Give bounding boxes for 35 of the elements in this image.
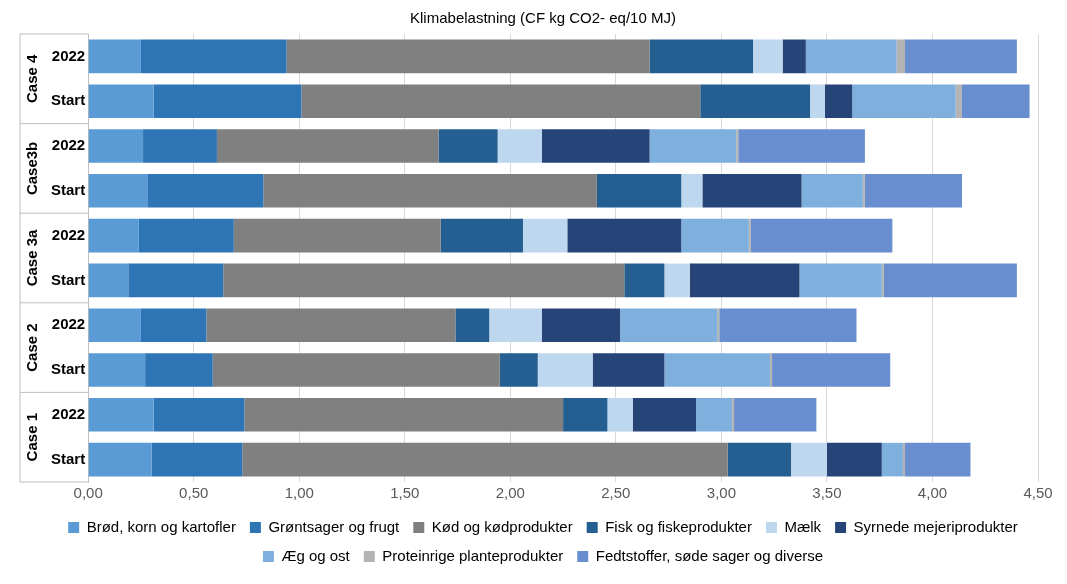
- y-tick-label: Start: [50, 270, 86, 288]
- text: Case 4: [23, 53, 41, 103]
- y-tick-label: Start: [50, 360, 86, 378]
- text: Case3b: [23, 141, 41, 196]
- y-tick-label: Start: [50, 91, 86, 109]
- y-tick-label: 2022: [51, 46, 86, 64]
- chart-title: Klimabelastning (CF kg CO2- eq/10 MJ): [410, 9, 676, 27]
- text: Case 3a: [23, 228, 41, 287]
- x-tick-label: 4,50: [1023, 484, 1053, 502]
- x-tick-label: 3,00: [706, 484, 736, 502]
- text: Case 2: [23, 323, 41, 372]
- x-tick-label: 2,50: [601, 484, 631, 502]
- x-tick-label: 1,50: [390, 484, 420, 502]
- x-tick-label: 2,00: [495, 484, 525, 502]
- y-tick-label: 2022: [51, 225, 86, 243]
- legend-label: Brød, korn og kartofler: [86, 517, 236, 535]
- x-tick-label: 3,50: [812, 484, 842, 502]
- legend-label: Æg og ost: [281, 546, 351, 564]
- x-tick-label: 0,00: [73, 484, 103, 502]
- x-tick-label: 4,00: [917, 484, 948, 502]
- x-tick-label: 0,50: [179, 484, 209, 502]
- x-tick-label: 1,00: [284, 484, 314, 502]
- legend-label: Proteinrige planteprodukter: [382, 546, 564, 564]
- y-tick-label: 2022: [51, 136, 86, 154]
- legend-label: Fisk og fiskeprodukter: [605, 517, 752, 535]
- legend-label: Kød og kødprodukter: [431, 517, 573, 535]
- legend-label: Grøntsager og frugt: [268, 517, 401, 535]
- legend-label: Syrnede mejeriprodukter: [853, 517, 1018, 535]
- legend-label: Fedtstoffer, søde sager og diverse: [595, 546, 824, 564]
- y-tick-label: 2022: [51, 315, 86, 333]
- legend-label: Mælk: [784, 517, 822, 535]
- text: Case 1: [23, 413, 41, 462]
- y-tick-label: Start: [50, 449, 86, 467]
- y-tick-label: 2022: [51, 404, 86, 422]
- y-tick-label: Start: [50, 180, 86, 198]
